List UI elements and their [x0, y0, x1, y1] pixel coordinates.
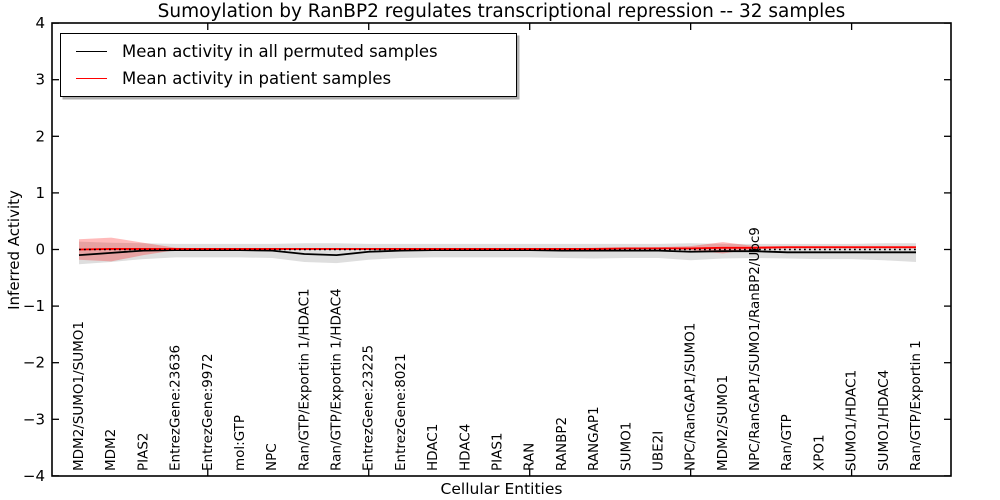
x-category-label: MDM2/SUMO1	[715, 375, 731, 471]
x-category-label: RAN	[522, 443, 538, 471]
x-category-label: PIAS2	[135, 432, 151, 471]
x-category-label: Ran/GTP/Exportin 1/HDAC4	[329, 288, 345, 471]
x-category-label: RANBP2	[554, 417, 570, 471]
x-category-label: PIAS1	[490, 432, 506, 471]
x-axis-label: Cellular Entities	[440, 480, 563, 498]
x-category-label: NPC/RanGAP1/SUMO1	[683, 323, 699, 471]
x-category-label: HDAC4	[457, 424, 473, 471]
x-category-label: EntrezGene:8021	[393, 353, 409, 471]
y-tick-label: −1	[23, 297, 45, 315]
x-category-label: MDM2/SUMO1/SUMO1	[71, 321, 87, 471]
y-tick-label: −2	[23, 354, 45, 372]
chart-title: Sumoylation by RanBP2 regulates transcri…	[157, 1, 846, 22]
x-category-label: RANGAP1	[586, 406, 602, 471]
y-tick-label: 0	[35, 241, 45, 259]
x-category-label: EntrezGene:9972	[200, 353, 216, 471]
patient-mean-line	[78, 246, 916, 251]
x-category-label: mol:GTP	[232, 415, 248, 471]
legend: Mean activity in all permuted samples Me…	[60, 33, 517, 97]
x-category-label: HDAC1	[425, 424, 441, 471]
permuted-mean-line	[78, 249, 916, 257]
x-category-label: SUMO1	[618, 422, 634, 471]
x-category-label: XPO1	[811, 434, 827, 471]
x-category-label: SUMO1/HDAC4	[876, 370, 892, 471]
x-category-label: SUMO1/HDAC1	[844, 370, 860, 471]
x-category-label: EntrezGene:23225	[361, 345, 377, 471]
y-tick-label: 4	[35, 14, 45, 32]
legend-entry-patient: Mean activity in patient samples	[76, 69, 516, 88]
y-tick-label: −3	[23, 410, 45, 428]
y-tick-label: 1	[35, 184, 45, 202]
patient-line-sample	[76, 78, 107, 79]
permuted-line-sample	[76, 51, 107, 52]
x-category-label: NPC	[264, 443, 280, 471]
y-tick-label: 3	[35, 71, 45, 89]
legend-entry-permuted: Mean activity in all permuted samples	[76, 42, 516, 61]
x-category-label: Ran/GTP/Exportin 1	[908, 340, 924, 471]
x-category-label: EntrezGene:23636	[168, 345, 184, 471]
x-category-label: UBE2I	[650, 431, 666, 471]
legend-label-patient: Mean activity in patient samples	[122, 69, 392, 88]
y-tick-label: −4	[23, 467, 45, 485]
legend-label-permuted: Mean activity in all permuted samples	[122, 42, 438, 61]
y-tick-label: 2	[35, 127, 45, 145]
x-category-label: MDM2	[103, 429, 119, 471]
x-category-label: Ran/GTP/Exportin 1/HDAC1	[296, 288, 312, 471]
x-category-label: Ran/GTP	[779, 414, 795, 471]
x-category-label: NPC/RanGAP1/SUMO1/RanBP2/Ubc9	[747, 227, 763, 471]
